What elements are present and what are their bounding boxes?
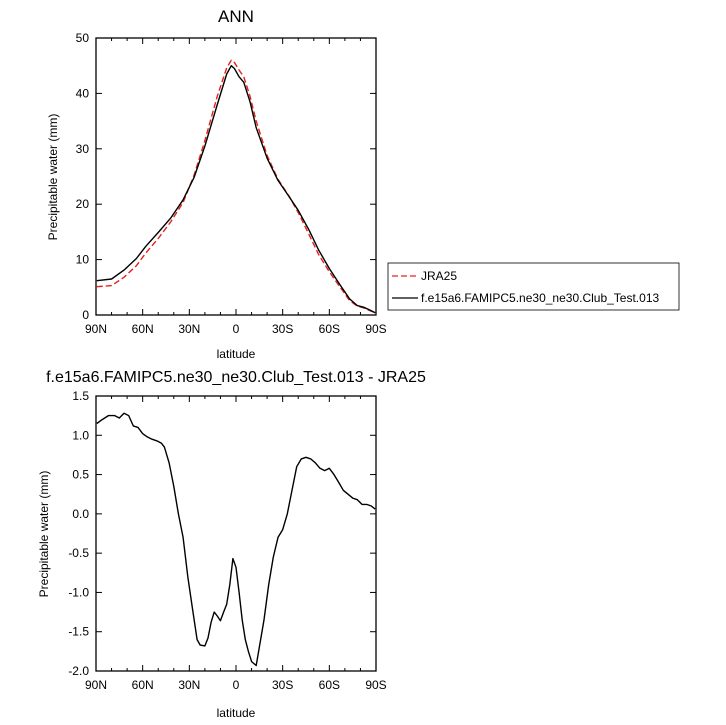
bottom-chart-ytick-label: 1.5 — [72, 389, 89, 403]
legend-box — [387, 262, 680, 311]
bottom-chart-series-line-0 — [96, 412, 376, 667]
bottom-chart-xtick-label: 90N — [85, 678, 107, 692]
bottom-chart-xtick-label: 90S — [365, 678, 386, 692]
top-chart-ytick-label: 40 — [76, 86, 90, 100]
bottom-chart-ytick-label: -1.5 — [68, 625, 89, 639]
bottom-chart-ytick-label: 0.0 — [72, 507, 89, 521]
bottom-chart-xtick-label: 60N — [132, 678, 154, 692]
bottom-chart-xtick-label: 0 — [233, 678, 240, 692]
bottom-chart-series — [96, 412, 376, 667]
top-chart-series — [96, 59, 376, 314]
top-chart-xtick-label: 60N — [132, 322, 154, 336]
bottom-chart-ticks: 90N 60N 30N 0 30S 60S 90S -2.0 -1.5 -1.0 -0.5 0.0 0.… — [68, 389, 386, 692]
top-chart-ticks: 90N 60N 30N 0 30S 60S 90S 0 10 20 30 40 50 — [76, 31, 387, 336]
top-chart-ytick-label: 10 — [76, 253, 90, 267]
top-chart-xtick-label: 0 — [233, 322, 240, 336]
bottom-chart-title: f.e15a6.FAMIPC5.ne30_ne30.Club_Test.013 … — [46, 369, 426, 386]
bottom-chart: f.e15a6.FAMIPC5.ne30_ne30.Club_Test.013 … — [37, 369, 426, 720]
top-chart-xtick-label: 30N — [178, 322, 200, 336]
bottom-chart-xtick-label: 60S — [319, 678, 340, 692]
top-chart-frame — [95, 37, 377, 316]
bottom-chart-ytick-label: -0.5 — [68, 546, 89, 560]
bottom-chart-xtick-label: 30N — [178, 678, 200, 692]
bottom-chart-xtick-label: 30S — [272, 678, 293, 692]
top-chart-series-line-0 — [96, 59, 376, 314]
top-chart-ytick-label: 20 — [76, 197, 90, 211]
bottom-chart-ytick-label: -2.0 — [68, 664, 89, 678]
top-chart-xtick-label: 90S — [365, 322, 386, 336]
top-chart-xtick-label: 90N — [85, 322, 107, 336]
top-chart-series-line-1 — [96, 64, 376, 314]
bottom-chart-ytick-label: 1.0 — [72, 428, 89, 442]
bottom-chart-frame — [95, 395, 377, 672]
top-chart-xlabel: latitude — [217, 347, 256, 361]
top-chart-ytick-label: 30 — [76, 142, 90, 156]
top-chart-xtick-label: 60S — [319, 322, 340, 336]
top-chart-title: ANN — [218, 7, 254, 26]
legend-label-model: f.e15a6.FAMIPC5.ne30_ne30.Club_Test.013 — [421, 291, 659, 305]
top-chart-xtick-label: 30S — [272, 322, 293, 336]
top-chart-ytick-label: 50 — [76, 31, 90, 45]
bottom-chart-xlabel: latitude — [217, 706, 256, 720]
top-chart: ANN 90N 60N 30N 0 30S 60S 90S 0 10 20 30 40 50 Preci… — [46, 7, 387, 361]
top-chart-ytick-label: 0 — [82, 308, 89, 322]
top-chart-ylabel: Precipitable water (mm) — [46, 114, 60, 241]
legend-label-jra25: JRA25 — [421, 269, 457, 283]
bottom-chart-ylabel: Precipitable water (mm) — [37, 471, 51, 598]
legend: JRA25 f.e15a6.FAMIPC5.ne30_ne30.Club_Tes… — [387, 262, 680, 311]
bottom-chart-ytick-label: 0.5 — [72, 468, 89, 482]
bottom-chart-ytick-label: -1.0 — [68, 585, 89, 599]
